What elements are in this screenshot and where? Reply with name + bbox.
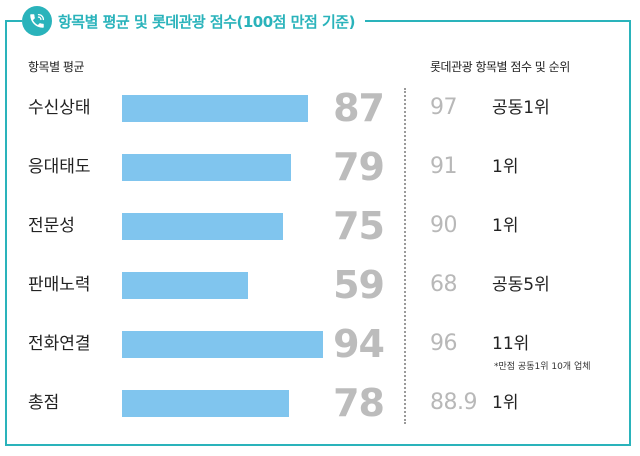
bar [122, 272, 249, 299]
data-label: 78 [333, 381, 385, 425]
category-label: 전문성 [28, 216, 75, 236]
lotte-rank: 공동1위 [492, 98, 550, 118]
column-divider [404, 88, 406, 424]
category-label: 총점 [28, 393, 60, 413]
data-label: 59 [333, 263, 385, 307]
data-label: 94 [333, 322, 385, 366]
lotte-score: 97 [430, 95, 458, 120]
phone-icon [22, 6, 52, 36]
category-label: 판매노력 [28, 275, 91, 295]
bar [122, 331, 324, 358]
category-label: 수신상태 [28, 98, 91, 118]
bar [122, 95, 309, 122]
chart-title-bar: 항목별 평균 및 롯데관광 점수(100점 만점 기준) [22, 6, 365, 36]
lotte-score: 68 [430, 272, 458, 297]
category-label: 응대태도 [28, 157, 91, 177]
lotte-rank: 1위 [492, 393, 519, 413]
bar [122, 213, 283, 240]
right-column-header: 롯데관광 항목별 점수 및 순위 [430, 60, 570, 74]
category-label: 전화연결 [28, 334, 91, 354]
lotte-rank: 1위 [492, 157, 519, 177]
bar [122, 154, 292, 181]
lotte-score: 88.9 [430, 390, 477, 415]
chart-title: 항목별 평균 및 롯데관광 점수(100점 만점 기준) [58, 12, 355, 31]
bar [122, 390, 289, 417]
data-label: 75 [333, 204, 385, 248]
lotte-rank: 11위 [492, 334, 530, 354]
lotte-score: 91 [430, 154, 458, 179]
data-label: 79 [333, 145, 385, 189]
lotte-rank: 1위 [492, 216, 519, 236]
lotte-score: 96 [430, 331, 458, 356]
lotte-score: 90 [430, 213, 458, 238]
lotte-rank: 공동5위 [492, 275, 550, 295]
left-column-header: 항목별 평균 [28, 60, 85, 74]
data-label: 87 [333, 86, 385, 130]
footnote: *만점 공동1위 10개 업체 [494, 362, 591, 372]
